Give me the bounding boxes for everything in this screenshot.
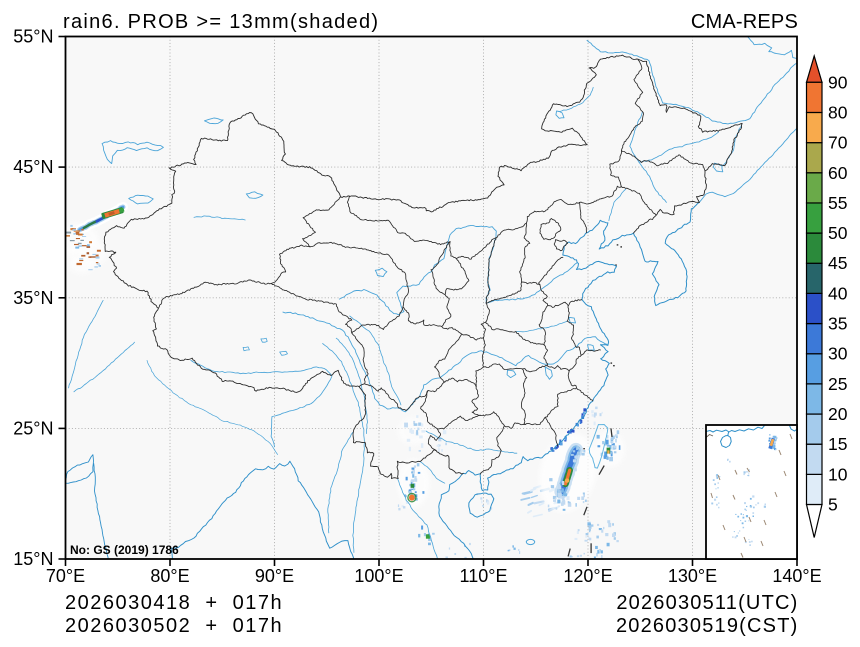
svg-text:120°E: 120°E — [563, 566, 612, 586]
svg-text:55°N: 55°N — [13, 27, 53, 47]
svg-text:100°E: 100°E — [354, 566, 403, 586]
svg-text:45°N: 45°N — [13, 157, 53, 177]
svg-text:60: 60 — [828, 163, 848, 183]
svg-text:25: 25 — [828, 374, 847, 394]
svg-text:40: 40 — [828, 283, 848, 303]
svg-text:80: 80 — [828, 103, 848, 123]
svg-text:rain6. PROB >= 13mm(shaded): rain6. PROB >= 13mm(shaded) — [63, 11, 379, 33]
svg-text:90: 90 — [828, 72, 848, 92]
svg-text:50: 50 — [828, 223, 848, 243]
svg-text:130°E: 130°E — [668, 566, 717, 586]
svg-text:2026030418 + 017h: 2026030418 + 017h — [65, 592, 283, 614]
svg-text:15°N: 15°N — [13, 549, 53, 569]
svg-text:45: 45 — [828, 253, 847, 273]
svg-text:15: 15 — [828, 434, 847, 454]
svg-text:70: 70 — [828, 133, 848, 153]
svg-text:2026030511(UTC): 2026030511(UTC) — [616, 592, 798, 614]
svg-text:2026030519(CST): 2026030519(CST) — [616, 615, 799, 637]
svg-text:35: 35 — [828, 314, 847, 334]
svg-text:25°N: 25°N — [13, 418, 53, 438]
svg-text:10: 10 — [828, 464, 848, 484]
svg-text:5: 5 — [828, 495, 838, 515]
svg-text:55: 55 — [828, 193, 847, 213]
svg-text:110°E: 110°E — [460, 566, 508, 586]
svg-text:30: 30 — [828, 344, 848, 364]
svg-text:140°E: 140°E — [772, 566, 821, 586]
svg-text:2026030502 + 017h: 2026030502 + 017h — [65, 615, 283, 637]
svg-text:35°N: 35°N — [13, 288, 53, 308]
svg-text:90°E: 90°E — [255, 566, 294, 586]
svg-text:CMA-REPS: CMA-REPS — [691, 11, 798, 33]
svg-text:No: GS (2019) 1786: No: GS (2019) 1786 — [70, 543, 179, 557]
svg-text:20: 20 — [828, 404, 848, 424]
svg-text:70°E: 70°E — [46, 566, 85, 586]
svg-text:80°E: 80°E — [150, 566, 189, 586]
